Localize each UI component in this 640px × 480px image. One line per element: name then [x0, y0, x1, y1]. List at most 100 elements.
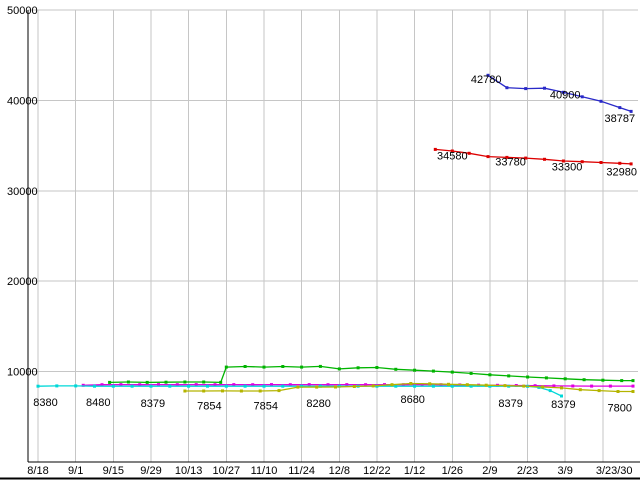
y-tick-label: 40000	[7, 95, 38, 107]
data-point-series-olive	[541, 385, 545, 389]
data-point-series-red	[486, 155, 490, 159]
data-label: 42780	[471, 74, 502, 86]
y-tick-label: 50000	[7, 5, 38, 17]
data-point-series-cyan	[469, 384, 473, 388]
data-point-series-cyan	[74, 384, 78, 388]
data-point-series-cyan	[262, 384, 266, 388]
data-point-series-red	[561, 159, 565, 163]
x-tick-label: 2/23	[517, 465, 538, 477]
data-point-series-blue	[618, 106, 622, 110]
data-point-series-green	[450, 370, 454, 374]
data-point-series-magenta	[157, 383, 160, 387]
data-point-series-green	[262, 365, 266, 369]
series-line-series-green	[109, 365, 633, 384]
data-point-series-olive	[371, 384, 375, 388]
data-point-series-cyan	[394, 384, 398, 388]
data-point-series-magenta	[119, 383, 123, 387]
data-point-series-red	[467, 151, 471, 155]
data-point-series-olive	[277, 389, 281, 393]
data-point-series-magenta	[552, 384, 556, 388]
data-label: 8680	[400, 394, 424, 406]
data-point-series-cyan	[337, 384, 341, 388]
data-label: 8480	[86, 397, 110, 409]
data-point-series-olive	[334, 385, 337, 389]
data-point-series-cyan	[149, 384, 153, 388]
data-point-series-olive	[202, 389, 206, 393]
data-point-series-cyan	[413, 384, 417, 388]
data-point-series-cyan	[548, 389, 552, 393]
data-point-series-green	[300, 365, 304, 369]
data-point-series-magenta	[345, 383, 349, 387]
data-point-series-magenta	[364, 383, 368, 387]
data-point-series-red	[599, 161, 603, 164]
data-point-series-olive	[560, 386, 563, 390]
data-point-series-cyan	[431, 384, 435, 388]
data-point-series-blue	[524, 87, 528, 91]
data-point-series-red	[433, 147, 437, 151]
data-point-series-cyan	[224, 384, 228, 388]
data-point-series-olive	[447, 382, 450, 386]
data-label: 33780	[495, 157, 526, 169]
x-tick-label: 10/27	[213, 465, 241, 477]
data-point-series-green	[631, 379, 635, 383]
data-point-series-blue	[580, 95, 584, 99]
x-tick-label: 3/9	[558, 465, 573, 477]
data-point-series-olive	[315, 385, 319, 389]
data-point-series-olive	[578, 388, 582, 392]
data-point-series-olive	[352, 385, 356, 388]
data-point-series-blue	[486, 73, 490, 77]
data-label: 8380	[33, 397, 57, 409]
data-point-series-blue	[629, 109, 633, 113]
data-label: 8280	[306, 398, 330, 410]
x-tick-label: 1/12	[404, 465, 425, 477]
data-label: 7800	[608, 402, 632, 414]
data-point-series-red	[543, 157, 546, 161]
data-point-series-magenta	[590, 384, 594, 388]
data-point-series-green	[318, 364, 322, 368]
data-label: 33300	[552, 162, 583, 174]
data-point-series-olive	[428, 382, 432, 386]
data-point-series-olive	[465, 383, 469, 387]
data-point-series-magenta	[138, 383, 142, 387]
data-point-series-magenta	[232, 383, 236, 387]
data-point-series-olive	[183, 389, 187, 393]
data-point-series-magenta	[326, 383, 330, 387]
x-tick-label: 12/22	[363, 465, 391, 477]
data-point-series-olive	[258, 389, 262, 393]
data-point-series-blue	[543, 86, 546, 90]
data-point-series-magenta	[288, 383, 292, 387]
data-point-series-red	[524, 156, 528, 160]
data-point-series-cyan	[130, 384, 134, 388]
data-point-series-green	[431, 369, 435, 373]
data-point-series-cyan	[318, 384, 322, 388]
data-point-series-green	[413, 368, 417, 372]
x-tick-label: 9/15	[103, 465, 124, 477]
data-point-series-olive	[221, 389, 224, 393]
data-point-series-cyan	[93, 384, 96, 388]
data-point-series-magenta	[81, 383, 85, 387]
x-tick-label: 10/13	[175, 465, 203, 477]
data-point-series-cyan	[36, 384, 40, 388]
data-point-series-green	[224, 365, 228, 369]
series-line-series-cyan	[37, 385, 562, 397]
data-point-series-cyan	[488, 384, 492, 388]
data-point-series-olive	[409, 382, 413, 385]
data-point-series-green	[507, 374, 511, 378]
data-label: 34580	[437, 151, 468, 163]
data-point-series-olive	[522, 384, 526, 388]
x-tick-label: 9/1	[68, 465, 83, 477]
data-point-series-red	[505, 155, 509, 159]
data-point-series-magenta	[213, 383, 217, 387]
x-tick-label: 11/24	[288, 465, 315, 477]
data-point-series-cyan	[300, 384, 304, 388]
data-point-series-blue	[561, 90, 565, 94]
data-point-series-olive	[296, 385, 300, 389]
data-point-series-green	[620, 379, 624, 383]
y-tick-label: 10000	[7, 367, 38, 379]
data-point-series-olive	[503, 384, 507, 388]
data-point-series-red	[580, 160, 584, 164]
data-point-series-green	[526, 375, 530, 379]
data-point-series-green	[582, 378, 586, 382]
data-point-series-magenta	[175, 383, 179, 387]
